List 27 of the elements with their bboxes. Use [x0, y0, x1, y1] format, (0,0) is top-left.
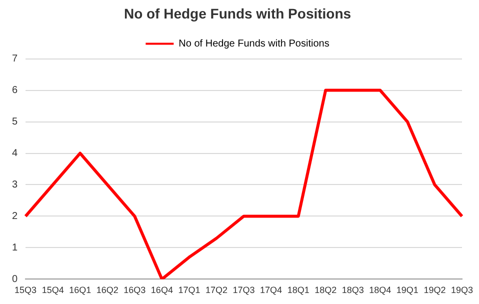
x-tick-label: 17Q4: [260, 285, 282, 296]
y-tick-label: 7: [12, 54, 18, 65]
x-tick-label: 15Q3: [14, 285, 37, 296]
x-tick-label: 19Q2: [424, 285, 446, 296]
chart-title: No of Hedge Funds with Positions: [124, 5, 352, 22]
y-tick-label: 2: [12, 210, 18, 222]
y-tick-label: 6: [12, 85, 18, 96]
x-tick-label: 16Q2: [96, 285, 118, 296]
x-tick-label: 17Q1: [178, 285, 200, 296]
y-tick-label: 1: [12, 242, 18, 254]
x-tick-label: 16Q1: [69, 285, 92, 296]
y-tick-label: 5: [12, 116, 18, 128]
x-tick-label: 18Q4: [369, 285, 392, 296]
x-tick-label: 16Q3: [124, 285, 146, 296]
x-tick-label: 18Q1: [287, 285, 310, 296]
x-tick-label: 19Q1: [396, 285, 418, 296]
y-tick-label: 4: [12, 148, 18, 160]
x-tick-label: 15Q4: [42, 285, 64, 296]
x-tick-label: 17Q2: [205, 285, 228, 296]
x-tick-label: 17Q3: [232, 285, 255, 296]
y-tick-label: 0: [12, 274, 18, 285]
x-tick-label: 18Q3: [342, 285, 364, 296]
x-tick-label: 19Q3: [450, 285, 474, 296]
legend-label: No of Hedge Funds with Positions: [178, 38, 330, 50]
y-tick-label: 3: [12, 179, 18, 190]
x-tick-label: 16Q4: [150, 285, 173, 296]
x-tick-label: 18Q2: [314, 285, 337, 296]
